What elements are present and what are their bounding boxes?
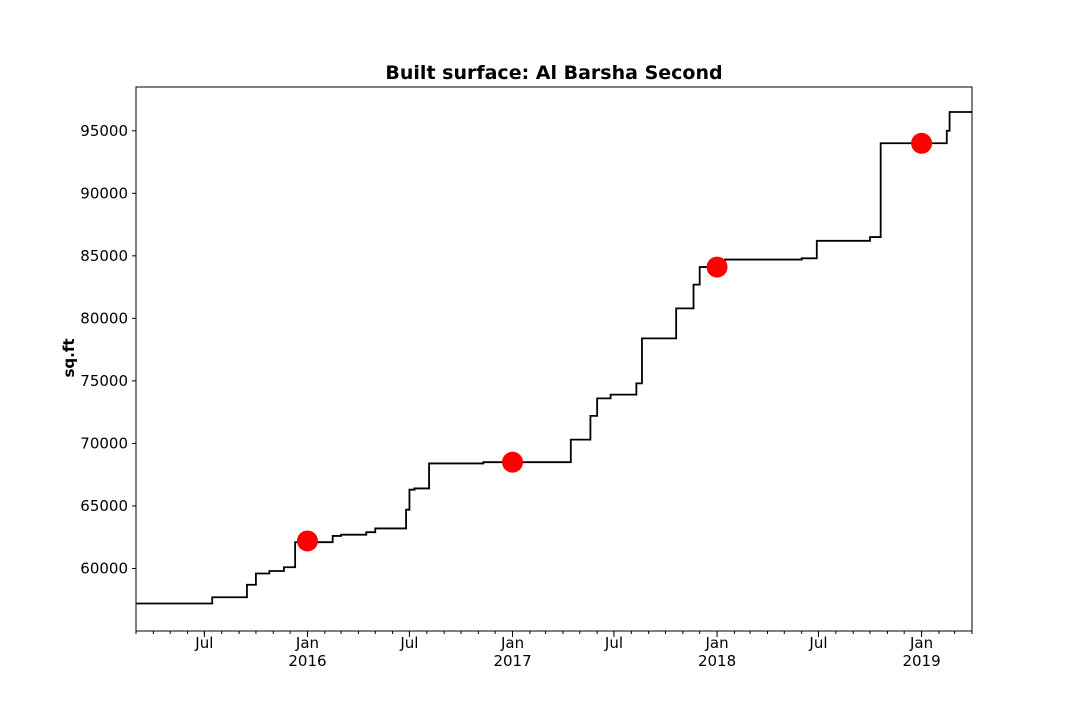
x-tick-year-label: 2018 (698, 652, 736, 670)
y-tick-label: 65000 (80, 497, 128, 515)
x-tick-label: Jan (500, 634, 524, 652)
data-point-marker (296, 530, 318, 552)
x-tick-label: Jul (399, 634, 418, 652)
plot-area: 60000 65000 70000 75000 80000 85000 90000 95000… (80, 111, 973, 670)
y-tick-label: 60000 (80, 559, 128, 577)
x-tick-label: Jan (295, 634, 319, 652)
series-line (136, 111, 972, 605)
data-point-marker (502, 451, 524, 473)
x-tick-label: Jan (909, 634, 933, 652)
y-axis-label: sq.ft (60, 338, 78, 377)
x-tick-year-label: 2017 (493, 652, 531, 670)
y-tick-label: 85000 (80, 247, 128, 265)
x-tick-label: Jul (194, 634, 213, 652)
data-point-marker (706, 256, 728, 278)
y-tick-label: 75000 (80, 372, 128, 390)
x-tick-label: Jul (808, 634, 827, 652)
data-point-marker (911, 132, 933, 154)
y-tick-label: 80000 (80, 309, 128, 327)
chart-title: Built surface: Al Barsha Second (385, 62, 722, 84)
y-tick-label: 90000 (80, 184, 128, 202)
plot-frame (135, 86, 973, 632)
x-tick-label: Jan (704, 634, 728, 652)
y-tick-label: 70000 (80, 434, 128, 452)
x-tick-year-label: 2016 (288, 652, 326, 670)
x-tick-label: Jul (604, 634, 623, 652)
x-tick-year-label: 2019 (902, 652, 940, 670)
y-tick-label: 95000 (80, 122, 128, 140)
